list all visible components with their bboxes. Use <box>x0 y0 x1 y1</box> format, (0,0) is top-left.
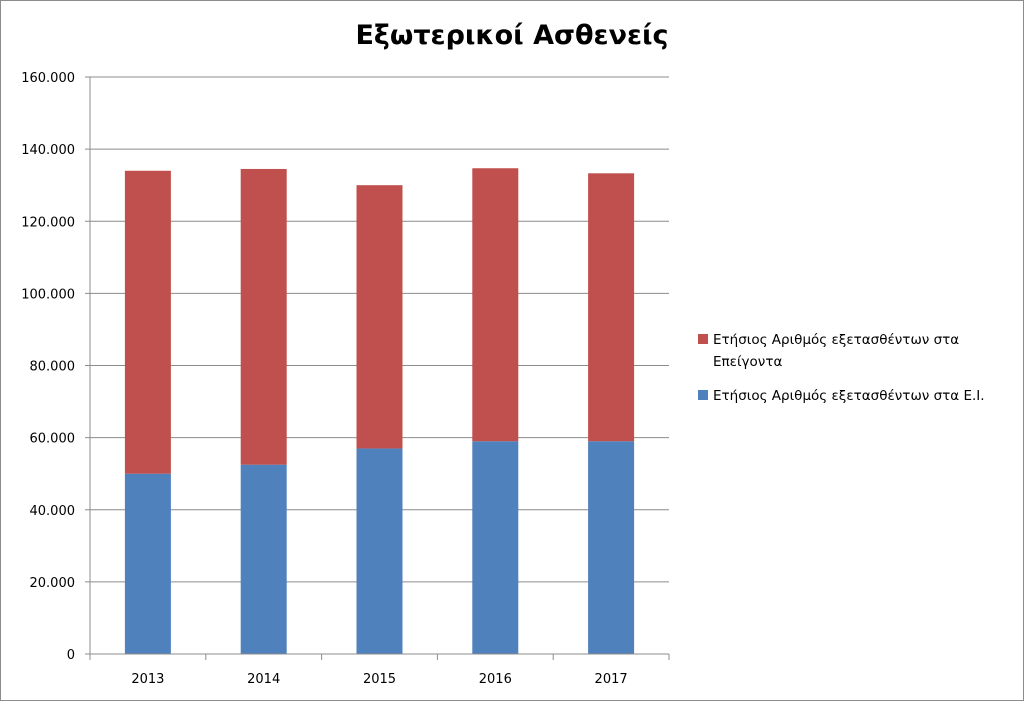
bar-ei-2013 <box>124 473 171 654</box>
x-tick-label: 2016 <box>479 672 512 687</box>
y-tick-label: 40.000 <box>30 504 76 519</box>
y-tick-label: 160.000 <box>21 71 75 86</box>
bar-ei-2015 <box>356 448 403 654</box>
x-tick-label: 2014 <box>247 672 280 687</box>
bar-ei-2014 <box>240 464 287 654</box>
legend-swatch <box>698 334 708 344</box>
legend: Ετήσιος Αριθμός εξετασθέντων στα Επείγοντ… <box>698 332 985 404</box>
x-tick-label: 2013 <box>131 672 164 687</box>
y-tick-label: 0 <box>67 648 75 663</box>
y-tick-label: 60.000 <box>30 432 76 447</box>
x-tick-label: 2015 <box>363 672 396 687</box>
y-tick-label: 120.000 <box>21 215 75 230</box>
legend-label: Ετήσιος Αριθμός εξετασθέντων στα <box>713 332 959 348</box>
x-tick-labels: 2013 2014 2015 2016 2017 <box>131 672 627 687</box>
bar-epeigonta-2016 <box>472 168 519 442</box>
legend-label: Επείγοντα <box>713 354 782 370</box>
y-tick-label: 20.000 <box>30 576 76 591</box>
y-tick-label: 100.000 <box>21 287 75 302</box>
bar-ei-2016 <box>472 441 519 654</box>
legend-label: Ετήσιος Αριθμός εξετασθέντων στα Ε.Ι. <box>713 388 985 404</box>
axes <box>85 76 670 660</box>
y-tick-label: 80.000 <box>30 360 76 375</box>
bar-epeigonta-2014 <box>240 168 287 465</box>
bar-epeigonta-2015 <box>356 185 403 449</box>
y-tick-labels: 0 20.000 40.000 60.000 80.000 100.000 120.000 1… <box>21 71 75 663</box>
legend-swatch <box>698 390 708 400</box>
chart-title: Εξωτερικοί Ασθενείς <box>355 20 668 51</box>
y-tick-label: 140.000 <box>21 143 75 158</box>
bar-epeigonta-2017 <box>588 173 635 442</box>
x-tick-label: 2017 <box>595 672 628 687</box>
bars <box>124 168 635 654</box>
bar-epeigonta-2013 <box>124 170 171 474</box>
bar-ei-2017 <box>588 441 635 654</box>
